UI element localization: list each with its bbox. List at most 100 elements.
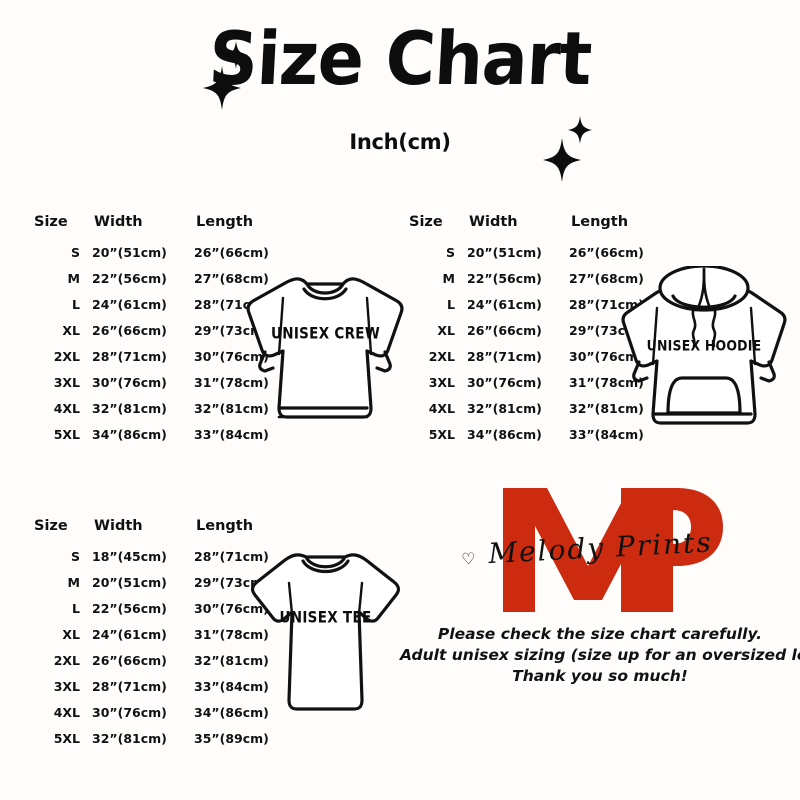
cell-width: 20”(51cm) [92, 245, 167, 260]
cell-width: 32”(81cm) [92, 731, 167, 746]
cell-length: 34”(86cm) [194, 705, 269, 720]
table-row: 3XL 30”(76cm) 31”(78cm) [32, 370, 296, 396]
table-row: 4XL 30”(76cm) 34”(86cm) [32, 700, 296, 726]
cell-length: 35”(89cm) [194, 731, 269, 746]
column-header-length: Length [571, 214, 629, 230]
cell-size: 3XL [53, 679, 80, 694]
table-row: 2XL 26”(66cm) 32”(81cm) [32, 648, 296, 674]
cell-width: 24”(61cm) [92, 297, 167, 312]
cell-size: 3XL [53, 375, 80, 390]
cell-size: 2XL [53, 349, 80, 364]
heart-icon: ♡ [460, 548, 479, 569]
cell-size: 4XL [53, 401, 80, 416]
cell-length: 33”(84cm) [194, 427, 269, 442]
table-row: M 22”(56cm) 27”(68cm) [407, 266, 671, 292]
table-row: 4XL 32”(81cm) 32”(81cm) [32, 396, 296, 422]
cell-length: 30”(76cm) [194, 601, 269, 616]
table-row: S 20”(51cm) 26”(66cm) [407, 240, 671, 266]
cell-size: 5XL [428, 427, 455, 442]
footer-line-1: Please check the size chart carefully. [437, 625, 763, 643]
cell-width: 28”(71cm) [467, 349, 542, 364]
table-row: XL 26”(66cm) 29”(73cm) [32, 318, 296, 344]
table-row: 2XL 28”(71cm) 30”(76cm) [32, 344, 296, 370]
cell-size: S [445, 245, 455, 260]
column-header-size: Size [34, 518, 68, 534]
table-header-row: Size Width Length [407, 208, 671, 240]
cell-length: 31”(78cm) [194, 375, 269, 390]
column-header-length: Length [196, 214, 254, 230]
table-row: M 20”(51cm) 29”(73cm) [32, 570, 296, 596]
cell-length: 30”(76cm) [569, 349, 644, 364]
hoodie-illustration: UNISEX HOODIE [618, 266, 790, 442]
cell-width: 20”(51cm) [92, 575, 167, 590]
cell-width: 22”(56cm) [92, 271, 167, 286]
cell-length: 32”(81cm) [569, 401, 644, 416]
sparkle-icon-large-left [203, 66, 241, 110]
cell-length: 33”(84cm) [194, 679, 269, 694]
monogram-mp-icon [455, 480, 745, 625]
cell-width: 26”(66cm) [92, 323, 167, 338]
cell-length: 33”(84cm) [569, 427, 644, 442]
page-header: Size Chart Inch(cm) [0, 16, 800, 182]
cell-width: 34”(86cm) [92, 427, 167, 442]
table-row: L 24”(61cm) 28”(71cm) [407, 292, 671, 318]
cell-width: 18”(45cm) [92, 549, 167, 564]
cell-size: L [72, 601, 80, 616]
page-title: Size Chart [0, 16, 800, 103]
table-row: 3XL 28”(71cm) 33”(84cm) [32, 674, 296, 700]
cell-width: 24”(61cm) [467, 297, 542, 312]
column-header-width: Width [94, 214, 143, 230]
page-subtitle: Inch(cm) [349, 130, 451, 154]
cell-size: 5XL [53, 731, 80, 746]
cell-size: 4XL [428, 401, 455, 416]
table-row: 5XL 34”(86cm) 33”(84cm) [32, 422, 296, 448]
page-title-text: Size Chart [206, 16, 594, 103]
cell-length: 29”(73cm) [194, 575, 269, 590]
table-row: S 20”(51cm) 26”(66cm) [32, 240, 296, 266]
cell-size: 3XL [428, 375, 455, 390]
cell-length: 29”(73cm) [194, 323, 269, 338]
column-header-width: Width [94, 518, 143, 534]
footer-line-3: Thank you so much! [512, 667, 688, 685]
cell-width: 30”(76cm) [92, 705, 167, 720]
cell-size: 4XL [53, 705, 80, 720]
cell-length: 30”(76cm) [194, 349, 269, 364]
cell-width: 32”(81cm) [467, 401, 542, 416]
cell-size: 2XL [428, 349, 455, 364]
table-row: S 18”(45cm) 28”(71cm) [32, 544, 296, 570]
cell-size: L [447, 297, 455, 312]
cell-width: 26”(66cm) [92, 653, 167, 668]
column-header-width: Width [469, 214, 518, 230]
table-row: 5XL 34”(86cm) 33”(84cm) [407, 422, 671, 448]
tee-garment-label: UNISEX TEE [279, 608, 372, 628]
cell-length: 31”(78cm) [569, 375, 644, 390]
column-header-size: Size [34, 214, 68, 230]
cell-width: 28”(71cm) [92, 679, 167, 694]
cell-length: 28”(71cm) [569, 297, 644, 312]
cell-size: M [67, 575, 80, 590]
cell-length: 27”(68cm) [569, 271, 644, 286]
cell-width: 26”(66cm) [467, 323, 542, 338]
cell-size: L [72, 297, 80, 312]
table-row: 5XL 32”(81cm) 35”(89cm) [32, 726, 296, 752]
table-row: L 24”(61cm) 28”(71cm) [32, 292, 296, 318]
cell-length: 28”(71cm) [194, 549, 269, 564]
table-row: L 22”(56cm) 30”(76cm) [32, 596, 296, 622]
cell-size: 2XL [53, 653, 80, 668]
cell-size: XL [62, 323, 80, 338]
sparkle-icon-small-left [224, 41, 248, 69]
crew-garment-label: UNISEX CREW [270, 324, 381, 344]
cell-size: XL [62, 627, 80, 642]
hoodie-garment-label: UNISEX HOODIE [646, 336, 762, 355]
sparkle-icon-small-right [568, 116, 592, 144]
cell-width: 28”(71cm) [92, 349, 167, 364]
cell-length: 26”(66cm) [569, 245, 644, 260]
table-row: 3XL 30”(76cm) 31”(78cm) [407, 370, 671, 396]
cell-width: 22”(56cm) [467, 271, 542, 286]
cell-length: 31”(78cm) [194, 627, 269, 642]
footer-notes: Please check the size chart carefully. A… [400, 624, 800, 687]
footer-line-2: Adult unisex sizing (size up for an over… [400, 646, 800, 664]
